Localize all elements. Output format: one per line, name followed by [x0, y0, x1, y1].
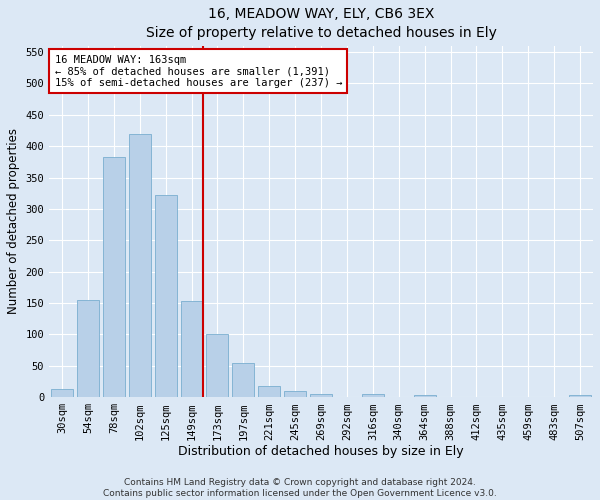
- Text: Contains HM Land Registry data © Crown copyright and database right 2024.
Contai: Contains HM Land Registry data © Crown c…: [103, 478, 497, 498]
- Bar: [413, 396, 436, 397]
- Title: 16, MEADOW WAY, ELY, CB6 3EX
Size of property relative to detached houses in Ely: 16, MEADOW WAY, ELY, CB6 3EX Size of pro…: [146, 7, 497, 40]
- X-axis label: Distribution of detached houses by size in Ely: Distribution of detached houses by size …: [178, 445, 464, 458]
- Bar: [232, 362, 254, 397]
- Bar: [77, 300, 99, 397]
- Bar: [103, 158, 125, 397]
- Bar: [310, 394, 332, 397]
- Bar: [129, 134, 151, 397]
- Bar: [258, 386, 280, 397]
- Bar: [362, 394, 384, 397]
- Bar: [155, 195, 176, 397]
- Y-axis label: Number of detached properties: Number of detached properties: [7, 128, 20, 314]
- Bar: [51, 389, 73, 397]
- Bar: [569, 396, 591, 397]
- Bar: [284, 391, 306, 397]
- Text: 16 MEADOW WAY: 163sqm
← 85% of detached houses are smaller (1,391)
15% of semi-d: 16 MEADOW WAY: 163sqm ← 85% of detached …: [55, 54, 342, 88]
- Bar: [206, 334, 229, 397]
- Bar: [181, 301, 203, 397]
